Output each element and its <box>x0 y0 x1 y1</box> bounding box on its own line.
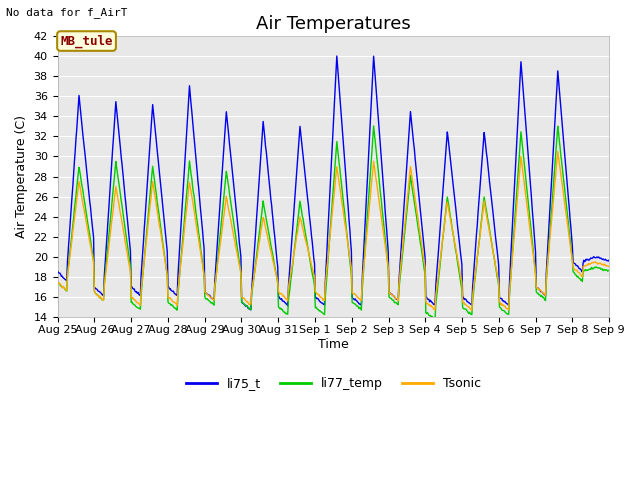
Title: Air Temperatures: Air Temperatures <box>256 15 411 33</box>
Legend: li75_t, li77_temp, Tsonic: li75_t, li77_temp, Tsonic <box>180 372 486 396</box>
Y-axis label: Air Temperature (C): Air Temperature (C) <box>15 115 28 238</box>
Text: No data for f_AirT: No data for f_AirT <box>6 7 128 18</box>
Text: MB_tule: MB_tule <box>60 35 113 48</box>
X-axis label: Time: Time <box>318 337 349 350</box>
